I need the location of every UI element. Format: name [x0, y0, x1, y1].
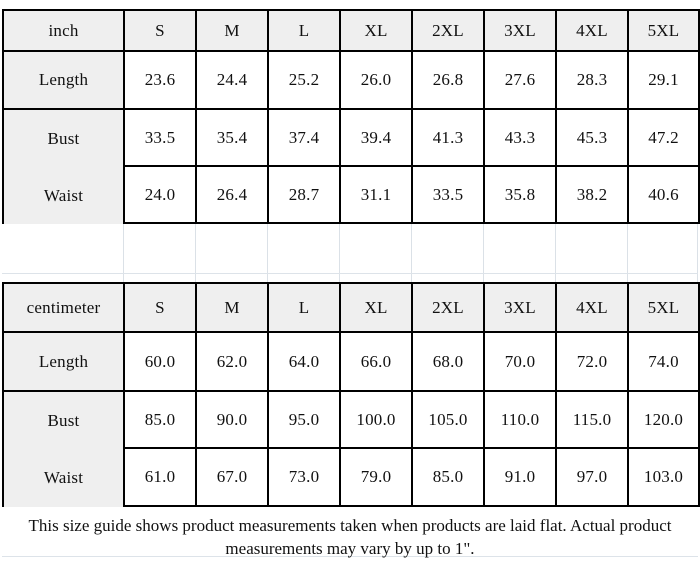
value-cell: 95.0 [269, 392, 341, 449]
value-cell: 70.0 [485, 333, 557, 392]
value-cell: 73.0 [269, 449, 341, 507]
value-cell: 74.0 [629, 333, 700, 392]
size-header-cell: 3XL [485, 284, 557, 333]
unit-header-cell: inch [4, 11, 125, 52]
value-cell: 40.6 [629, 167, 700, 224]
value-cell: 39.4 [341, 110, 413, 167]
value-cell: 66.0 [341, 333, 413, 392]
value-cell: 24.4 [197, 52, 269, 110]
value-cell: 33.5 [413, 167, 485, 224]
value-cell: 90.0 [197, 392, 269, 449]
size-header-cell: 2XL [413, 11, 485, 52]
faint-gridline-v [627, 224, 628, 282]
size-header-cell: M [197, 284, 269, 333]
value-cell: 23.6 [125, 52, 197, 110]
value-cell: 41.3 [413, 110, 485, 167]
value-cell: 85.0 [125, 392, 197, 449]
row-label-cell: Length [4, 52, 125, 110]
value-cell: 61.0 [125, 449, 197, 507]
faint-gridline-v [339, 224, 340, 282]
value-cell: 37.4 [269, 110, 341, 167]
note-line-1: This size guide shows product measuremen… [28, 516, 672, 535]
value-cell: 115.0 [557, 392, 629, 449]
unit-header-cell: centimeter [4, 284, 125, 333]
row-label-cell: Waist [4, 449, 125, 507]
value-cell: 60.0 [125, 333, 197, 392]
value-cell: 110.0 [485, 392, 557, 449]
size-header-cell: 5XL [629, 284, 700, 333]
value-cell: 43.3 [485, 110, 557, 167]
value-cell: 85.0 [413, 449, 485, 507]
faint-gridline-h [2, 273, 698, 274]
row-label-cell: Length [4, 333, 125, 392]
value-cell: 91.0 [485, 449, 557, 507]
value-cell: 28.7 [269, 167, 341, 224]
value-cell: 24.0 [125, 167, 197, 224]
value-cell: 26.8 [413, 52, 485, 110]
faint-gridline-v [267, 224, 268, 282]
faint-gridline-v [483, 224, 484, 282]
value-cell: 64.0 [269, 333, 341, 392]
faint-gridline-v [195, 224, 196, 282]
value-cell: 35.8 [485, 167, 557, 224]
size-header-cell: XL [341, 284, 413, 333]
size-header-cell: S [125, 11, 197, 52]
value-cell: 103.0 [629, 449, 700, 507]
note-line-2: measurements may vary by up to 1". [225, 539, 475, 558]
value-cell: 100.0 [341, 392, 413, 449]
size-guide-note: This size guide shows product measuremen… [0, 507, 700, 560]
value-cell: 120.0 [629, 392, 700, 449]
value-cell: 27.6 [485, 52, 557, 110]
value-cell: 29.1 [629, 52, 700, 110]
size-header-cell: XL [341, 11, 413, 52]
value-cell: 97.0 [557, 449, 629, 507]
size-header-cell: M [197, 11, 269, 52]
faint-gridline-v [555, 224, 556, 282]
size-header-cell: 5XL [629, 11, 700, 52]
faint-gridline-v [697, 224, 698, 282]
faint-gridline-v [123, 224, 124, 282]
value-cell: 31.1 [341, 167, 413, 224]
size-header-cell: 3XL [485, 11, 557, 52]
size-header-cell: 4XL [557, 284, 629, 333]
row-label-cell: Bust [4, 392, 125, 449]
value-cell: 105.0 [413, 392, 485, 449]
value-cell: 26.4 [197, 167, 269, 224]
row-label-cell: Waist [4, 167, 125, 224]
value-cell: 26.0 [341, 52, 413, 110]
faint-gridline-v [411, 224, 412, 282]
value-cell: 38.2 [557, 167, 629, 224]
centimeter-size-table: centimeter S M L XL 2XL 3XL 4XL 5XL Length 60.0 62.… [2, 282, 700, 507]
size-header-cell: L [269, 284, 341, 333]
value-cell: 33.5 [125, 110, 197, 167]
size-header-cell: L [269, 11, 341, 52]
value-cell: 35.4 [197, 110, 269, 167]
value-cell: 67.0 [197, 449, 269, 507]
value-cell: 72.0 [557, 333, 629, 392]
size-header-cell: S [125, 284, 197, 333]
value-cell: 45.3 [557, 110, 629, 167]
size-header-cell: 2XL [413, 284, 485, 333]
faint-gridline-h [2, 556, 698, 557]
value-cell: 68.0 [413, 333, 485, 392]
inch-size-table: inch S M L XL 2XL 3XL 4XL 5XL Length 23.6 24.4 25.2 2… [2, 9, 700, 224]
value-cell: 79.0 [341, 449, 413, 507]
value-cell: 62.0 [197, 333, 269, 392]
value-cell: 28.3 [557, 52, 629, 110]
value-cell: 47.2 [629, 110, 700, 167]
size-header-cell: 4XL [557, 11, 629, 52]
row-label-cell: Bust [4, 110, 125, 167]
value-cell: 25.2 [269, 52, 341, 110]
